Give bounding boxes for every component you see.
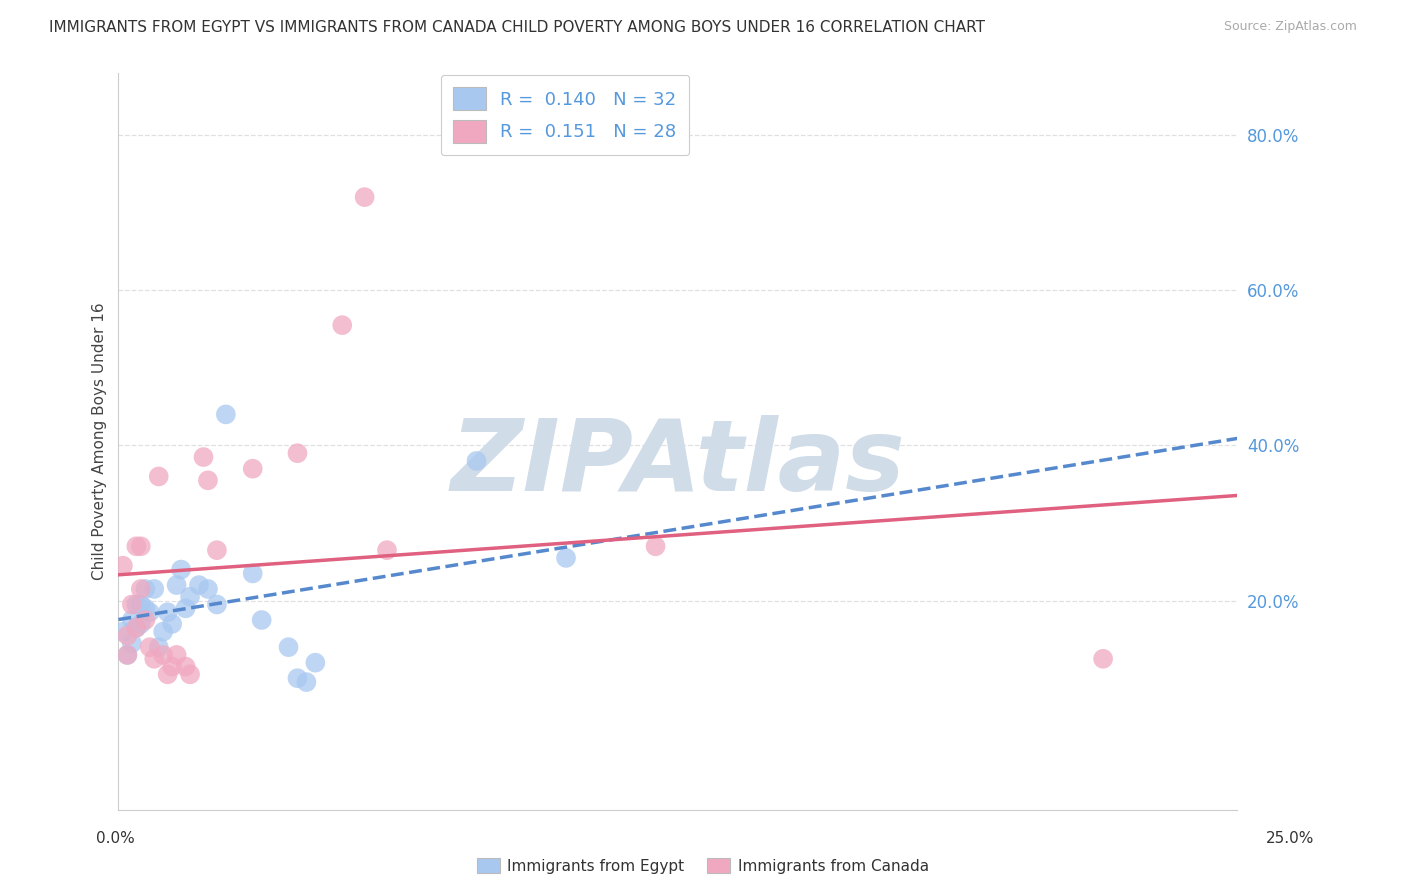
Point — [125, 621, 148, 635]
Point — [139, 640, 162, 655]
Point — [179, 590, 201, 604]
Legend: Immigrants from Egypt, Immigrants from Canada: Immigrants from Egypt, Immigrants from C… — [471, 852, 935, 880]
Point — [111, 624, 134, 639]
Point — [1092, 652, 1115, 666]
Point — [170, 563, 193, 577]
Point — [156, 667, 179, 681]
Text: Source: ZipAtlas.com: Source: ZipAtlas.com — [1223, 20, 1357, 33]
Point — [166, 578, 188, 592]
Point — [129, 539, 152, 553]
Point — [375, 543, 398, 558]
Point — [193, 450, 215, 464]
Point — [174, 659, 197, 673]
Point — [117, 648, 139, 662]
Point — [111, 558, 134, 573]
Legend: R =  0.140   N = 32, R =  0.151   N = 28: R = 0.140 N = 32, R = 0.151 N = 28 — [440, 75, 689, 155]
Point — [148, 469, 170, 483]
Point — [287, 446, 309, 460]
Point — [156, 605, 179, 619]
Point — [152, 648, 174, 662]
Point — [121, 613, 143, 627]
Point — [143, 652, 166, 666]
Point — [160, 659, 183, 673]
Y-axis label: Child Poverty Among Boys Under 16: Child Poverty Among Boys Under 16 — [93, 302, 107, 581]
Point — [143, 582, 166, 596]
Point — [287, 671, 309, 685]
Point — [644, 539, 666, 553]
Point — [242, 461, 264, 475]
Point — [205, 543, 228, 558]
Text: ZIPAtlas: ZIPAtlas — [450, 415, 905, 512]
Point — [134, 613, 156, 627]
Point — [188, 578, 211, 592]
Point — [117, 648, 139, 662]
Point — [330, 318, 353, 333]
Point — [121, 636, 143, 650]
Point — [166, 648, 188, 662]
Point — [242, 566, 264, 581]
Point — [555, 550, 578, 565]
Point — [129, 616, 152, 631]
Point — [465, 454, 488, 468]
Point — [197, 582, 219, 596]
Point — [353, 190, 375, 204]
Point — [129, 598, 152, 612]
Point — [250, 613, 273, 627]
Point — [160, 616, 183, 631]
Point — [134, 601, 156, 615]
Point — [179, 667, 201, 681]
Point — [215, 408, 238, 422]
Point — [117, 628, 139, 642]
Point — [148, 640, 170, 655]
Text: IMMIGRANTS FROM EGYPT VS IMMIGRANTS FROM CANADA CHILD POVERTY AMONG BOYS UNDER 1: IMMIGRANTS FROM EGYPT VS IMMIGRANTS FROM… — [49, 20, 986, 35]
Point — [134, 582, 156, 596]
Point — [174, 601, 197, 615]
Text: 0.0%: 0.0% — [96, 831, 135, 847]
Point — [139, 605, 162, 619]
Text: 25.0%: 25.0% — [1267, 831, 1315, 847]
Point — [125, 621, 148, 635]
Point — [121, 598, 143, 612]
Point — [125, 539, 148, 553]
Point — [277, 640, 299, 655]
Point — [152, 624, 174, 639]
Point — [197, 473, 219, 487]
Point — [125, 598, 148, 612]
Point — [129, 582, 152, 596]
Point — [295, 675, 318, 690]
Point — [205, 598, 228, 612]
Point — [304, 656, 326, 670]
